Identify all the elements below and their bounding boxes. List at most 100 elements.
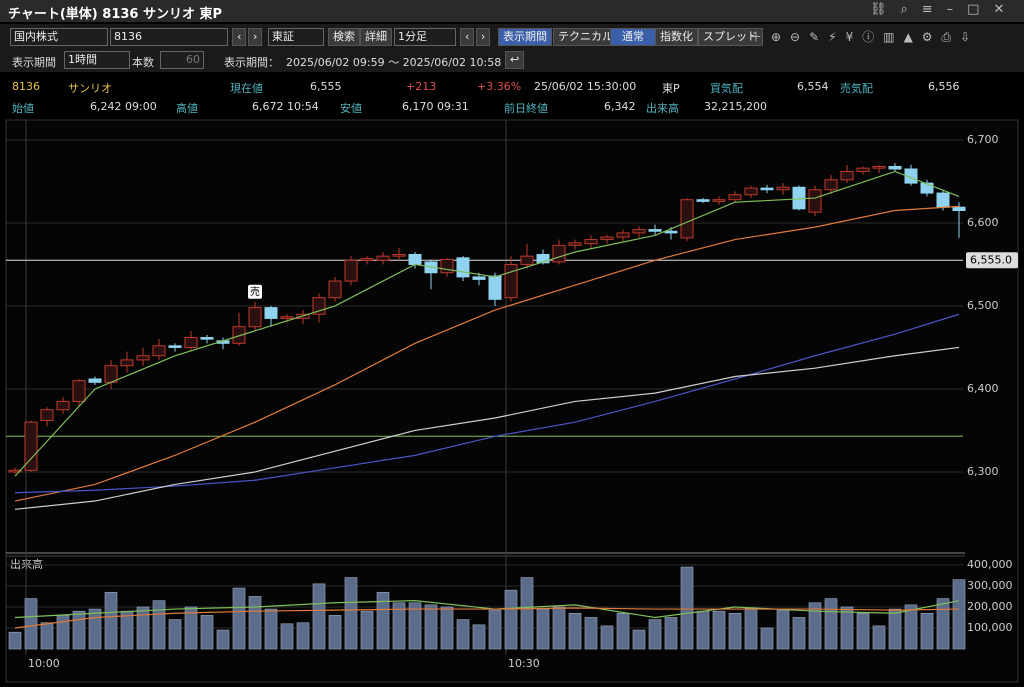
volume-bar [296, 622, 310, 650]
volume-bar [872, 625, 886, 650]
prev-button[interactable]: ‹ [232, 28, 247, 46]
current-price-box [966, 252, 1018, 269]
y-tick-label: 6,300 [967, 465, 999, 478]
volume-bar [136, 606, 150, 650]
normal-button[interactable]: 通常 [610, 28, 656, 46]
candle-body [56, 400, 70, 411]
candle-body [392, 253, 406, 257]
volume-bar [744, 607, 758, 650]
annotation: 売 [250, 285, 260, 298]
window-title: チャート(単体) 8136 サンリオ 東P [8, 7, 223, 22]
volume-bar [936, 598, 950, 650]
volume-bar [184, 606, 198, 650]
volume-bar [216, 629, 230, 650]
candle-body [584, 239, 598, 245]
volume-bar [952, 579, 966, 650]
volume-bar [8, 631, 22, 650]
volume: 32,215,200 [704, 100, 767, 113]
price: 6,555 [310, 80, 342, 93]
detail-button[interactable]: 詳細 [360, 28, 392, 46]
candle-body [632, 229, 646, 234]
volume-bar [840, 606, 854, 650]
prev-button[interactable]: ‹ [460, 28, 475, 46]
next-button[interactable]: › [248, 28, 263, 46]
volume-label: 出来高 [646, 102, 679, 115]
low-label: 安値 [340, 102, 362, 115]
y-tick-label: 400,000 [967, 558, 1013, 571]
tool-icons[interactable]: ＋⊕⊖✎⚡¥ⓘ▥▲⚙⎙⇩ [750, 30, 980, 44]
count-input[interactable]: 60 [160, 51, 204, 69]
open-label: 始値 [12, 102, 34, 115]
prev-label: 前日終値 [504, 102, 548, 115]
moving-average [14, 205, 960, 502]
candle-body [72, 380, 86, 402]
spread-button[interactable]: スプレッド [698, 28, 763, 46]
market-select[interactable]: 国内株式 [10, 28, 108, 46]
candle-body [680, 199, 694, 239]
open: 6,242 09:00 [90, 100, 157, 113]
candle-body [184, 337, 198, 348]
low: 6,170 09:31 [402, 100, 469, 113]
candle-body [88, 378, 102, 383]
volume-bar [312, 583, 326, 650]
volume-bar [40, 622, 54, 650]
candle-body [456, 257, 470, 278]
candle-body [104, 365, 118, 383]
candle-body [712, 199, 726, 202]
candle-body [952, 206, 966, 211]
price-label: 現在値 [230, 82, 263, 95]
candle-body [856, 167, 870, 172]
volume-bar [120, 610, 134, 650]
reset-button[interactable]: ↩ [505, 51, 525, 69]
y-tick-label: 6,600 [967, 216, 999, 229]
moving-average [14, 346, 960, 510]
prev: 6,342 [604, 100, 636, 113]
technical-button[interactable]: テクニカル [553, 28, 618, 46]
volume-bar [56, 615, 70, 650]
candle-body [920, 182, 934, 194]
candle-body [568, 242, 582, 246]
next-button[interactable]: › [476, 28, 491, 46]
volume-bar [776, 609, 790, 650]
candle-body [360, 258, 374, 261]
candle-body [792, 186, 806, 210]
candle-body [24, 421, 38, 471]
search-button[interactable]: 検索 [328, 28, 360, 46]
candle-body [520, 255, 534, 265]
current-price-label: 6,555.0 [970, 253, 1012, 266]
candle-body [376, 255, 390, 261]
volume-bar [792, 617, 806, 650]
volume-average [14, 607, 960, 629]
code-input[interactable]: 8136 [110, 28, 228, 46]
interval-select[interactable]: 1分足 [394, 28, 456, 46]
volume-bar [472, 624, 486, 650]
period-label: 表示期間 [12, 56, 56, 69]
candle-body [648, 229, 662, 232]
indexed-button[interactable]: 指数化 [655, 28, 698, 46]
candle-body [824, 179, 838, 191]
candle-body [328, 280, 342, 299]
y-tick-label: 6,700 [967, 133, 999, 146]
volume-bar [152, 600, 166, 650]
candle-body [552, 244, 566, 263]
y-tick-label: 100,000 [967, 621, 1013, 634]
volume-bar [552, 606, 566, 650]
ask: 6,556 [928, 80, 960, 93]
quote-market: 東P [662, 82, 680, 95]
volume-bar [616, 612, 630, 650]
candle-body [168, 345, 182, 348]
candle-body [664, 230, 678, 234]
period-select[interactable]: 1時間 [64, 51, 130, 69]
quote-time: 25/06/02 15:30:00 [534, 80, 637, 93]
volume-bar [504, 589, 518, 650]
window-icons[interactable]: ⛓⌕≡–□✕ [870, 2, 1019, 17]
volume-bar [584, 617, 598, 650]
exchange-select[interactable]: 東証 [268, 28, 324, 46]
candle-body [280, 316, 294, 319]
volume-bar [904, 604, 918, 650]
period-button[interactable]: 表示期間 [498, 28, 552, 46]
candle-body [728, 194, 742, 201]
volume-bar [424, 604, 438, 650]
